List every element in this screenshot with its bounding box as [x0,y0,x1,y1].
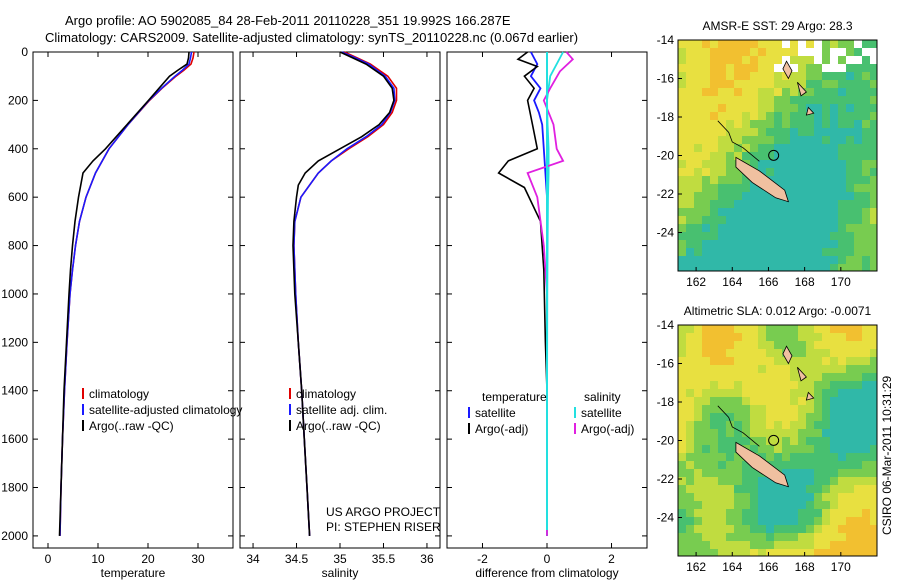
legend-label: satellite [581,406,622,420]
y-tick-label: -22 [657,187,675,201]
y-tick-label: -16 [657,72,675,86]
y-tick-label: -14 [657,33,675,47]
axes-box [239,51,441,549]
series-line [497,51,548,536]
y-tick-label: 1000 [1,287,28,301]
reef-outline [717,120,760,162]
map-title: Altimetric SLA: 0.012 Argo: -0.0071 [684,304,872,318]
legend-label: salinity [584,390,621,404]
legend-label: satellite adj. clim. [296,403,387,417]
legend-label: Argo(-adj) [475,422,528,436]
y-tick-label: 1600 [1,432,28,446]
x-tick-label: 34 [246,552,260,566]
island [782,345,793,365]
x-tick-label: 0 [544,552,551,566]
figure-title-line1: Argo profile: AO 5902085_84 28-Feb-2011 … [65,13,511,28]
panel-salinity: 34 34.5 35 35.5 36 salinity climatology satelli… [239,51,441,580]
y-tick-label: 1200 [1,335,28,349]
legend-label: temperature [482,390,547,404]
x-tick-label: 2 [608,552,615,566]
island [797,367,808,382]
x-tick-label: 35.5 [372,552,396,566]
island [735,441,790,488]
map-title: AMSR-E SST: 29 Argo: 28.3 [702,19,852,33]
map-field [678,325,877,556]
y-tick-label: -22 [657,472,675,486]
legend-label: climatology [296,387,356,401]
x-tick-label: 170 [831,275,851,289]
y-tick-label: -14 [657,318,675,332]
y-tick-label: -24 [657,511,675,525]
y-tick-label: -16 [657,357,675,371]
y-tick-label: -20 [657,434,675,448]
island [782,60,793,80]
x-tick-label: 0 [45,552,52,566]
annotation-line: PI: STEPHEN RISER [326,520,441,534]
y-tick-label: -20 [657,149,675,163]
x-tick-label: 36 [420,552,434,566]
x-tick-label: 168 [795,275,815,289]
series-line [292,51,395,536]
y-tick-label: -24 [657,226,675,240]
y-tick-label: -18 [657,110,675,124]
y-tick-label: 600 [8,190,28,204]
island [735,156,790,203]
argo-marker [768,149,780,161]
x-tick-label: 35 [333,552,347,566]
legend-label: Argo(-adj) [581,422,634,436]
figure-title-line2: Climatology: CARS2009. Satellite-adjuste… [45,30,579,45]
series-line [59,51,193,536]
map-sst_map: 162 164 166 168 170 -14 -16 -18 -20 -22 -24 AMSR-E … [657,19,878,289]
y-tick-label: -18 [657,395,675,409]
y-tick-label: 1400 [1,384,28,398]
series-line [546,51,564,536]
annotation-line: US ARGO PROJECT [326,505,441,519]
y-tick-label: 400 [8,142,28,156]
x-tick-label: 164 [722,560,742,574]
y-tick-label: 2000 [1,529,28,543]
y-tick-label: 0 [21,45,28,59]
legend-label: satellite [475,406,516,420]
panel-temperature: 0 10 20 30 0 200 400 600 800 1000 1200 1400 1600 1800… [1,45,242,580]
legend-label: satellite-adjusted climatology [89,403,242,417]
x-axis-label: salinity [322,566,359,580]
axes-box [32,51,234,549]
island [805,106,815,116]
series-line [526,51,575,536]
legend-label: Argo(..raw -QC) [296,419,381,433]
x-tick-label: 30 [191,552,205,566]
island [797,82,808,97]
x-axis-label: temperature [101,566,166,580]
x-tick-label: 166 [758,275,778,289]
map-sla_map: 162 164 166 168 170 -14 -16 -18 -20 -22 -24 Altimet… [657,304,878,574]
x-tick-label: 20 [141,552,155,566]
y-tick-label: 200 [8,93,28,107]
y-tick-label: 1800 [1,481,28,495]
reef-outline [717,405,760,447]
x-tick-label: 164 [722,275,742,289]
y-tick-label: 800 [8,239,28,253]
x-tick-label: -2 [477,552,488,566]
legend-label: climatology [89,387,149,401]
x-tick-label: 34.5 [285,552,309,566]
x-tick-label: 162 [686,275,706,289]
legend-label: Argo(..raw -QC) [89,419,174,433]
argo-marker [768,434,780,446]
x-tick-label: 166 [758,560,778,574]
island [805,391,815,401]
x-tick-label: 162 [686,560,706,574]
x-tick-label: 168 [795,560,815,574]
x-tick-label: 10 [91,552,105,566]
x-axis-label: difference from climatology [475,566,618,580]
series-line [58,51,190,536]
map-field [678,40,877,271]
x-tick-label: 170 [831,560,851,574]
